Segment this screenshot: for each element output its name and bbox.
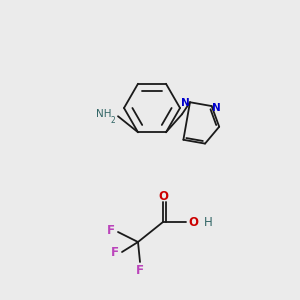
Text: O: O [158,190,168,202]
Text: NH: NH [96,109,112,119]
Text: N: N [181,98,189,108]
Text: H: H [204,215,212,229]
Text: O: O [188,215,198,229]
Text: F: F [107,224,115,236]
Text: F: F [136,265,144,278]
Text: F: F [111,247,119,260]
Text: 2: 2 [111,116,116,125]
Text: N: N [212,103,221,113]
